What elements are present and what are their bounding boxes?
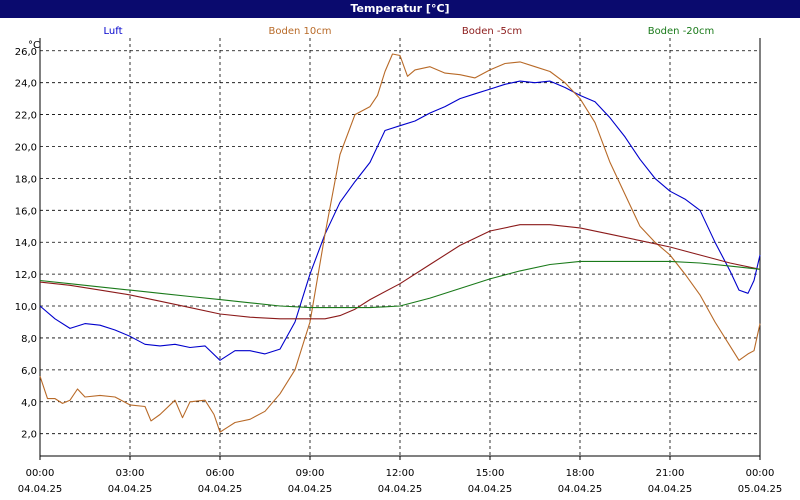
y-tick-label: 24,0	[15, 79, 37, 90]
series-line-boden-10cm	[39, 53, 761, 433]
x-tick-date: 05.04.25	[738, 484, 783, 495]
y-tick-label: 22,0	[15, 111, 37, 122]
y-tick-label: 14,0	[15, 238, 37, 249]
x-tick-date: 04.04.25	[378, 484, 423, 495]
x-tick-time: 18:00	[566, 468, 595, 479]
grid	[40, 38, 760, 456]
y-tick-label: 26,0	[15, 47, 37, 58]
x-tick-date: 04.04.25	[18, 484, 63, 495]
y-unit-label: °C	[28, 40, 40, 51]
legend-entry: Luft	[104, 26, 123, 37]
y-tick-labels: 2,0 4,0 6,0 8,0 10,0 12,0 14,0 16,0 18,0 20,0 22,0…	[15, 47, 37, 441]
y-tick-label: 4,0	[21, 398, 37, 409]
y-tick-label: 10,0	[15, 302, 37, 313]
y-tick-label: 18,0	[15, 174, 37, 185]
x-tick-date: 04.04.25	[558, 484, 603, 495]
x-tick-time: 12:00	[386, 468, 415, 479]
chart-title: Temperatur [°C]	[0, 0, 800, 18]
axes	[39, 38, 761, 460]
y-tick-label: 16,0	[15, 206, 37, 217]
y-tick-label: 6,0	[21, 366, 37, 377]
series-line-boden-5cm	[39, 224, 761, 320]
x-tick-date: 04.04.25	[288, 484, 333, 495]
series-line-luft	[39, 80, 761, 361]
x-tick-time: 09:00	[296, 468, 325, 479]
legend-entry: Boden -20cm	[648, 26, 715, 37]
x-tick-time: 00:00	[746, 468, 775, 479]
legend: Luft Boden 10cm Boden -5cm Boden -20cm	[104, 26, 715, 37]
x-tick-date: 04.04.25	[648, 484, 693, 495]
y-tick-label: 8,0	[21, 334, 37, 345]
y-tick-label: 2,0	[21, 430, 37, 441]
x-tick-time: 15:00	[476, 468, 505, 479]
x-tick-date: 04.04.25	[108, 484, 153, 495]
y-tick-label: 20,0	[15, 142, 37, 153]
x-tick-time: 00:00	[26, 468, 55, 479]
x-tick-time: 06:00	[206, 468, 235, 479]
series-line-boden-20cm	[39, 260, 761, 309]
legend-entry: Boden 10cm	[269, 26, 332, 37]
x-tick-time: 21:00	[656, 468, 685, 479]
x-tick-date: 04.04.25	[198, 484, 243, 495]
x-tick-date: 04.04.25	[468, 484, 513, 495]
x-tick-time: 03:00	[116, 468, 145, 479]
y-tick-label: 12,0	[15, 270, 37, 281]
series-lines	[39, 53, 761, 433]
legend-entry: Boden -5cm	[462, 26, 522, 37]
x-tick-labels: 00:00 04.04.25 03:00 04.04.25 06:00 04.04.25 0…	[18, 468, 783, 495]
